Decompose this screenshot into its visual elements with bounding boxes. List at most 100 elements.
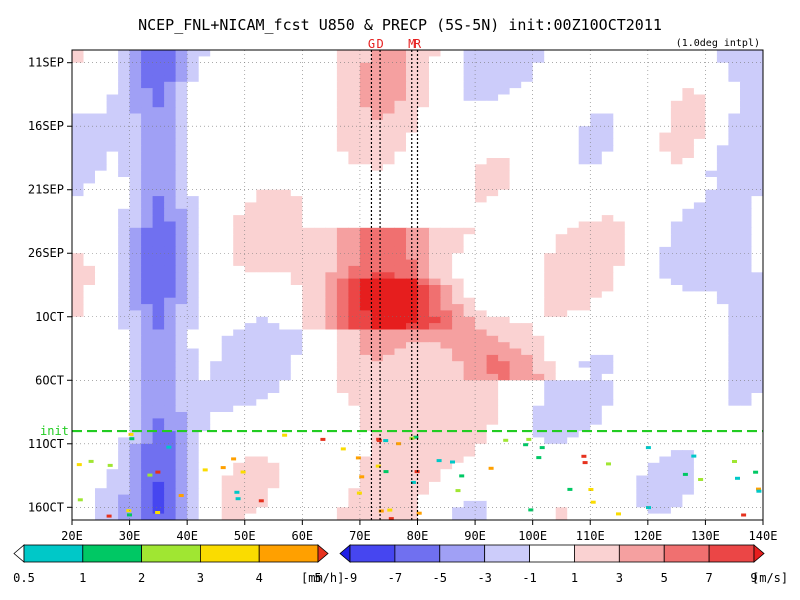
u850-cell	[532, 399, 545, 407]
u850-cell	[359, 189, 372, 197]
u850-cell	[751, 278, 763, 286]
u850-cell	[187, 354, 200, 362]
u850-cell	[359, 431, 372, 439]
u850-cell	[210, 335, 223, 343]
u850-cell	[313, 227, 326, 235]
u850-cell	[751, 75, 763, 83]
u850-cell	[475, 234, 488, 242]
u850-cell	[624, 189, 637, 197]
u850-cell	[659, 481, 672, 489]
u850-cell	[544, 500, 557, 508]
u850-cell	[382, 75, 395, 83]
u850-cell	[302, 208, 315, 216]
u850-cell	[279, 221, 292, 229]
u850-cell	[210, 138, 223, 146]
u850-cell	[72, 94, 85, 102]
u850-cell	[555, 488, 568, 496]
u850-cell	[716, 507, 729, 515]
u850-cell	[659, 437, 672, 445]
u850-cell	[624, 354, 637, 362]
u850-cell	[72, 462, 85, 470]
u850-cell	[221, 56, 234, 64]
u850-cell	[313, 62, 326, 70]
u850-cell	[141, 418, 154, 426]
u850-cell	[336, 418, 349, 426]
u850-cell	[187, 215, 200, 223]
u850-cell	[567, 361, 580, 369]
u850-cell	[716, 240, 729, 248]
u850-cell	[601, 69, 614, 77]
u850-cell	[440, 240, 453, 248]
u850-cell	[290, 196, 303, 204]
u850-cell	[486, 405, 499, 413]
u850-cell	[521, 170, 534, 178]
y-tick-label: 26SEP	[28, 246, 64, 260]
u850-cell	[659, 450, 672, 458]
u850-cell	[601, 234, 614, 242]
u850-cell	[740, 253, 753, 261]
u850-cell	[705, 132, 718, 140]
u850-cell	[417, 500, 430, 508]
u850-cell	[544, 399, 557, 407]
u850-cell	[302, 291, 315, 299]
u850-cell	[83, 354, 96, 362]
u850-cell	[95, 373, 108, 381]
u850-cell	[463, 202, 476, 210]
u850-cell	[118, 462, 131, 470]
u850-cell	[693, 481, 706, 489]
u850-cell	[279, 500, 292, 508]
u850-cell	[371, 316, 384, 324]
u850-cell	[371, 507, 384, 515]
u850-cell	[521, 361, 534, 369]
u850-cell	[348, 100, 361, 108]
u850-cell	[659, 335, 672, 343]
u850-cell	[693, 56, 706, 64]
u850-cell	[475, 164, 488, 172]
u850-cell	[463, 513, 476, 520]
u850-cell	[544, 481, 557, 489]
u850-cell	[544, 437, 557, 445]
u850-cell	[509, 126, 522, 134]
u850-cell	[129, 272, 142, 280]
u850-cell	[740, 329, 753, 337]
u850-cell	[83, 215, 96, 223]
u850-cell	[164, 100, 177, 108]
u850-colorbar-tick-label: 9	[750, 571, 757, 585]
u850-cell	[417, 481, 430, 489]
u850-cell	[221, 138, 234, 146]
u850-cell	[417, 227, 430, 235]
u850-cell	[267, 88, 280, 96]
u850-cell	[359, 132, 372, 140]
u850-cell	[187, 329, 200, 337]
u850-cell	[141, 183, 154, 191]
u850-cell	[221, 348, 234, 356]
u850-cell	[521, 62, 534, 70]
u850-cell	[359, 113, 372, 121]
u850-cell	[682, 278, 695, 286]
u850-cell	[705, 75, 718, 83]
u850-cell	[728, 170, 741, 178]
u850-cell	[590, 132, 603, 140]
u850-cell	[555, 500, 568, 508]
u850-cell	[463, 354, 476, 362]
precip-mark	[126, 509, 132, 513]
u850-cell	[498, 272, 511, 280]
u850-cell	[751, 189, 763, 197]
u850-cell	[198, 316, 211, 324]
u850-cell	[198, 456, 211, 464]
u850-cell	[359, 354, 372, 362]
u850-cell	[728, 177, 741, 184]
u850-cell	[359, 297, 372, 305]
u850-cell	[417, 202, 430, 210]
u850-cell	[670, 323, 683, 331]
u850-cell	[429, 469, 442, 477]
u850-cell	[740, 240, 753, 248]
u850-cell	[751, 405, 763, 413]
u850-cell	[475, 126, 488, 134]
u850-cell	[659, 50, 672, 57]
u850-cell	[636, 272, 649, 280]
u850-cell	[555, 475, 568, 483]
u850-cell	[613, 62, 626, 70]
u850-cell	[578, 437, 591, 445]
u850-cell	[359, 221, 372, 229]
